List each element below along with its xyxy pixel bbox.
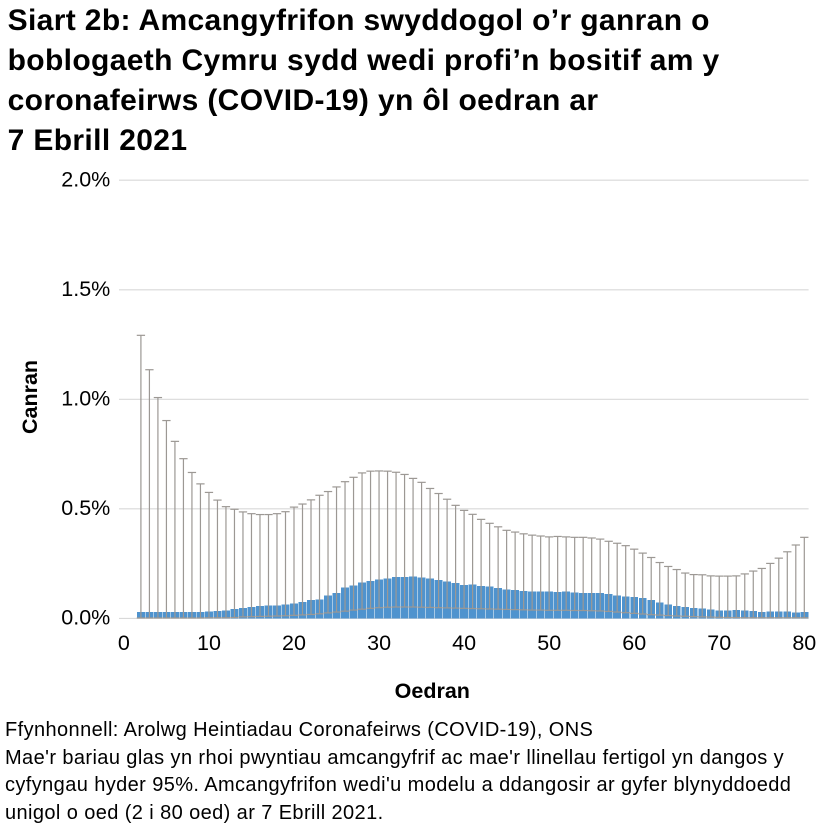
svg-text:80: 80 (792, 631, 816, 655)
svg-text:Oedran: Oedran (395, 679, 470, 703)
svg-text:0.0%: 0.0% (61, 606, 110, 630)
svg-text:0.5%: 0.5% (61, 496, 110, 520)
svg-text:70: 70 (707, 631, 731, 655)
svg-text:1.5%: 1.5% (61, 277, 110, 301)
svg-text:60: 60 (622, 631, 646, 655)
svg-text:30: 30 (367, 631, 391, 655)
svg-text:10: 10 (197, 631, 221, 655)
svg-text:20: 20 (282, 631, 306, 655)
svg-text:1.0%: 1.0% (61, 387, 110, 411)
svg-text:0: 0 (118, 631, 130, 655)
svg-text:Canran: Canran (18, 360, 42, 434)
svg-text:2.0%: 2.0% (61, 168, 110, 192)
svg-text:40: 40 (452, 631, 476, 655)
svg-text:50: 50 (537, 631, 561, 655)
